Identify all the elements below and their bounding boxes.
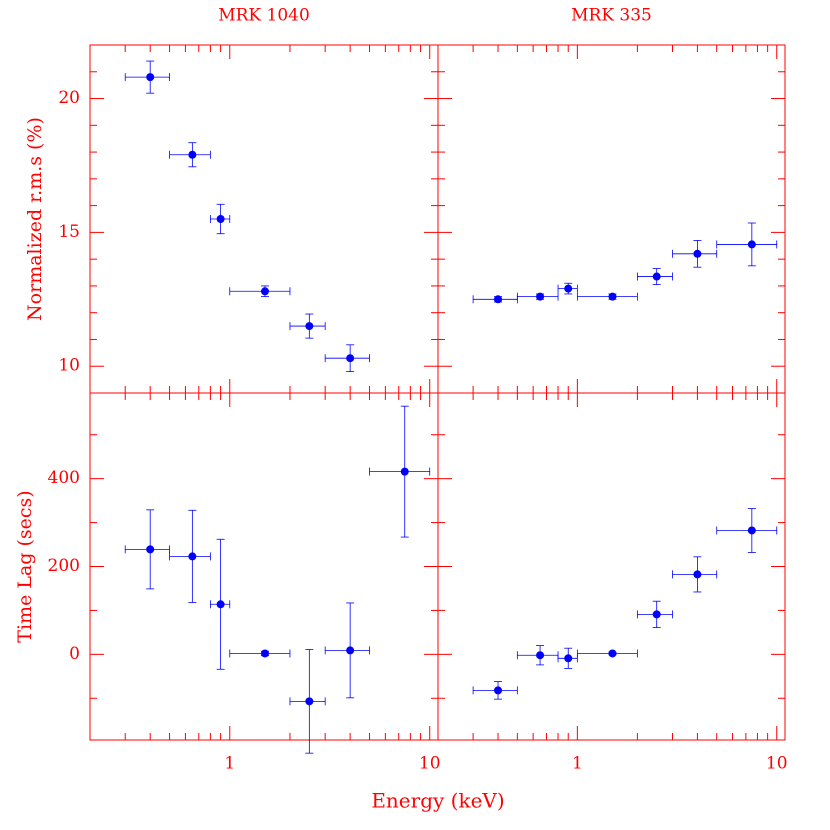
x-tick-label: 10	[766, 754, 788, 774]
point	[652, 272, 661, 281]
point	[146, 545, 155, 554]
y-tick-label: 400	[48, 468, 80, 488]
x-axis-label: Energy (keV)	[371, 789, 504, 813]
point	[564, 284, 573, 293]
x-tick-label: 1	[224, 754, 235, 774]
point	[188, 552, 197, 561]
point	[564, 654, 573, 663]
panel-title: MRK 335	[571, 6, 652, 26]
panel-frame	[89, 44, 439, 394]
point	[693, 249, 702, 258]
panel-frame	[437, 392, 786, 741]
point	[146, 73, 155, 82]
point	[608, 292, 617, 301]
point	[652, 610, 661, 619]
point	[747, 526, 756, 535]
y-axis-label: Time Lag (secs)	[14, 490, 36, 642]
x-tick-label: 10	[419, 754, 441, 774]
point	[305, 322, 314, 331]
point	[608, 649, 617, 658]
point	[260, 649, 269, 658]
point	[494, 295, 503, 304]
point	[216, 600, 225, 609]
point	[188, 150, 197, 159]
point	[216, 215, 225, 223]
x-tick-label: 1	[572, 754, 583, 774]
y-axis-label: Normalized r.m.s (%)	[24, 117, 46, 321]
panel-title: MRK 1040	[218, 6, 310, 26]
point	[494, 686, 503, 695]
y-tick-label: 20	[58, 88, 80, 108]
point	[305, 697, 314, 706]
panel-frame	[89, 392, 439, 741]
point	[346, 354, 355, 363]
point	[260, 287, 269, 296]
y-tick-label: 0	[69, 644, 80, 664]
point	[536, 651, 545, 660]
y-tick-label: 200	[48, 556, 80, 576]
point	[400, 467, 409, 476]
point	[536, 292, 545, 301]
y-tick-label: 10	[58, 356, 80, 376]
point	[693, 570, 702, 579]
y-tick-label: 15	[58, 222, 80, 242]
point	[747, 240, 756, 249]
panel-frame	[437, 44, 786, 394]
point	[346, 646, 355, 655]
